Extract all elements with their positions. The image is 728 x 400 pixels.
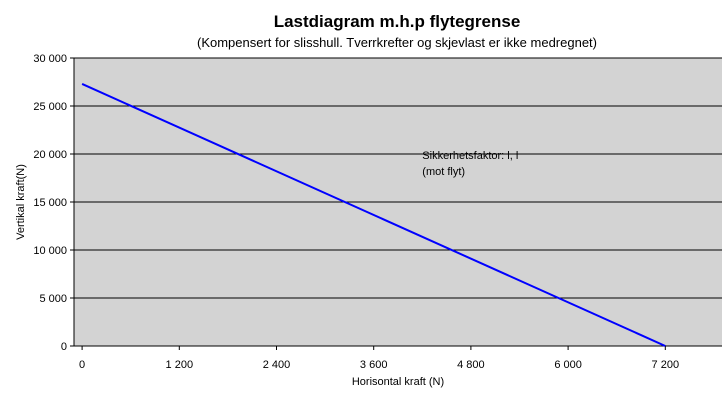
y-tick-label: 5 000 — [39, 293, 67, 305]
x-tick-label: 7 200 — [652, 359, 680, 371]
x-axis-label: Horisontal kraft (N) — [352, 376, 444, 388]
x-axis-ticks: 0 1 200 2 400 3 600 4 800 6 000 7 200 — [79, 346, 679, 371]
annotations: Sikkerhetsfaktor: l, l (mot flyt) — [422, 150, 518, 178]
x-tick-label: 0 — [79, 359, 85, 371]
y-gridlines — [74, 57, 722, 299]
chart-title: Lastdiagram m.h.p flytegrense — [274, 12, 521, 31]
annotation-text: (mot flyt) — [422, 166, 465, 178]
x-tick-label: 6 000 — [554, 359, 582, 371]
x-tick-label: 2 400 — [263, 359, 291, 371]
y-tick-label: 20 000 — [33, 149, 67, 161]
x-tick-label: 4 800 — [457, 359, 485, 371]
annotation-text: Sikkerhetsfaktor: l, l — [422, 150, 518, 162]
y-tick-label: 30 000 — [33, 53, 67, 65]
y-tick-label: 0 — [61, 341, 67, 353]
series-group — [81, 83, 666, 347]
x-tick-label: 3 600 — [360, 359, 388, 371]
chart-subtitle: (Kompensert for slisshull. Tverrkrefter … — [197, 35, 597, 50]
series-line — [81, 83, 666, 347]
y-tick-label: 10 000 — [33, 245, 67, 257]
x-tick-label: 1 200 — [166, 359, 194, 371]
y-axis-ticks: 0 5 000 10 000 15 000 20 000 25 000 30 000 — [33, 53, 74, 353]
y-tick-label: 15 000 — [33, 197, 67, 209]
y-axis-label: Vertikal kraft(N) — [15, 164, 27, 240]
y-tick-label: 25 000 — [33, 101, 67, 113]
